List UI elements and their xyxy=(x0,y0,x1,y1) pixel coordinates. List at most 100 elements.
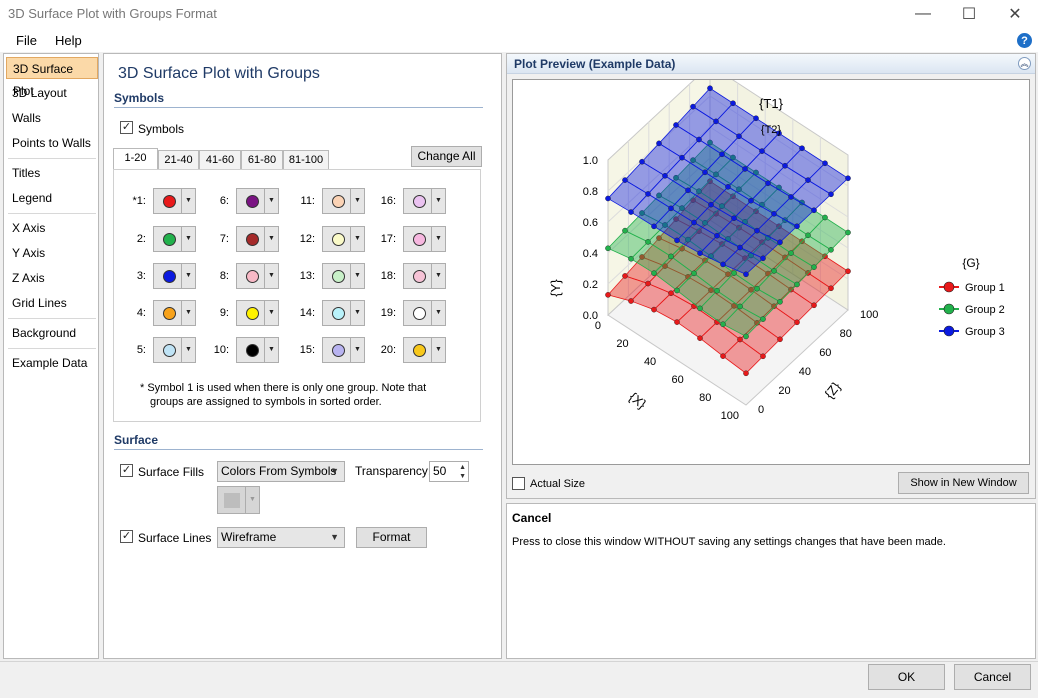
nav-divider xyxy=(8,318,96,319)
symbol-12-color-picker[interactable]: ▼ xyxy=(322,226,365,252)
symbol-11-color-picker[interactable]: ▼ xyxy=(322,188,365,214)
surface-point xyxy=(776,130,782,137)
cancel-button[interactable]: Cancel xyxy=(954,664,1031,690)
surface-lines-checkbox[interactable]: ✓ xyxy=(120,530,133,543)
page-title: 3D Surface Plot with Groups xyxy=(118,65,320,82)
surface-fills-label: Surface Fills xyxy=(138,465,205,479)
surface-point xyxy=(719,241,725,247)
symbol-18-color-picker[interactable]: ▼ xyxy=(403,263,446,289)
surface-point xyxy=(708,287,714,293)
settings-panel: 3D Surface Plot with Groups Symbols ✓ Sy… xyxy=(103,53,502,659)
nav-item-x-axis[interactable]: X Axis xyxy=(12,221,46,235)
surface-point xyxy=(674,237,680,244)
surface-point xyxy=(673,174,679,181)
actual-size-label: Actual Size xyxy=(530,478,586,490)
collapse-icon[interactable]: ︽ xyxy=(1018,57,1031,70)
show-in-new-window-button[interactable]: Show in New Window xyxy=(898,472,1029,494)
tab-81-100[interactable]: 81-100 xyxy=(283,150,329,170)
chevron-down-icon: ▼ xyxy=(330,532,339,542)
surface-point xyxy=(754,227,760,234)
symbols-section-header: Symbols xyxy=(114,91,483,108)
nav-item-points-to-walls[interactable]: Points to Walls xyxy=(12,136,91,150)
ok-button[interactable]: OK xyxy=(868,664,945,690)
surface-point xyxy=(673,216,679,222)
help-icon[interactable]: ? xyxy=(1017,33,1032,48)
symbol-19-color-picker[interactable]: ▼ xyxy=(403,300,446,326)
surface-point xyxy=(805,232,811,239)
surface-point xyxy=(742,166,748,172)
nav-item-3d-surface-plot[interactable]: 3D Surface Plot xyxy=(6,57,98,98)
close-button[interactable]: ✕ xyxy=(1008,6,1022,23)
surface-point xyxy=(696,188,702,195)
tab-21-40[interactable]: 21-40 xyxy=(158,150,199,170)
tab-61-80[interactable]: 61-80 xyxy=(241,150,283,170)
symbol-4-color-picker[interactable]: ▼ xyxy=(153,300,196,326)
surface-point xyxy=(679,205,685,211)
symbol-color-dot xyxy=(246,270,259,283)
nav-item-walls[interactable]: Walls xyxy=(12,111,41,125)
menu-file[interactable]: File xyxy=(16,33,37,48)
surface-point xyxy=(759,239,765,246)
wall-gridline xyxy=(607,188,849,285)
nav-item-background[interactable]: Background xyxy=(12,326,77,340)
symbol-5-color-picker[interactable]: ▼ xyxy=(153,337,196,363)
x-tick-label: 60 xyxy=(672,374,684,386)
symbol-3-color-picker[interactable]: ▼ xyxy=(153,263,196,289)
nav-item-legend[interactable]: Legend xyxy=(12,191,53,205)
surface-fills-select[interactable]: Colors From Symbols ▼ xyxy=(217,461,345,482)
menu-help[interactable]: Help xyxy=(55,33,82,48)
minimize-button[interactable]: — xyxy=(915,5,931,22)
chevron-down-icon: ▼ xyxy=(330,466,339,476)
nav-item-z-axis[interactable]: Z Axis xyxy=(12,271,45,285)
symbols-checkbox[interactable]: ✓ xyxy=(120,121,133,134)
surface-fills-checkbox[interactable]: ✓ xyxy=(120,464,133,477)
wall-gridline xyxy=(607,157,849,254)
nav-item-titles[interactable]: Titles xyxy=(12,166,41,180)
surface-point xyxy=(736,186,742,193)
surface-fill-color-picker[interactable]: ▼ xyxy=(217,486,260,514)
surface-point xyxy=(696,136,702,143)
z-axis-label: {Z} xyxy=(821,379,843,402)
symbol-color-dot xyxy=(246,233,259,246)
surface-point xyxy=(737,303,743,310)
symbol-1-label: *1: xyxy=(132,195,146,207)
x-tick-label: 40 xyxy=(644,356,656,368)
symbol-2-color-picker[interactable]: ▼ xyxy=(153,226,196,252)
symbol-16-color-picker[interactable]: ▼ xyxy=(403,188,446,214)
format-button[interactable]: Format xyxy=(356,527,427,548)
nav-item-grid-lines[interactable]: Grid Lines xyxy=(12,296,67,310)
actual-size-checkbox[interactable] xyxy=(512,477,525,490)
symbol-6-color-picker[interactable]: ▼ xyxy=(236,188,279,214)
symbol-1-color-picker[interactable]: ▼ xyxy=(153,188,196,214)
maximize-button[interactable]: ☐ xyxy=(961,6,977,23)
surface-point xyxy=(794,223,800,230)
symbol-9-color-picker[interactable]: ▼ xyxy=(236,300,279,326)
chevron-down-icon: ▼ xyxy=(431,301,445,325)
surface-lines-select[interactable]: Wireframe ▼ xyxy=(217,527,345,548)
surface-point xyxy=(720,261,726,268)
symbol-14-color-picker[interactable]: ▼ xyxy=(322,300,365,326)
transparency-stepper[interactable]: 50 ▲ ▼ xyxy=(429,461,469,482)
tab-41-60[interactable]: 41-60 xyxy=(199,150,241,170)
surface-point xyxy=(713,171,719,178)
symbol-8-color-picker[interactable]: ▼ xyxy=(236,263,279,289)
symbol-2-label: 2: xyxy=(136,233,146,245)
symbol-10-color-picker[interactable]: ▼ xyxy=(236,337,279,363)
z-tick-label: 80 xyxy=(840,328,852,340)
symbol-17-color-picker[interactable]: ▼ xyxy=(403,226,446,252)
surface-point xyxy=(828,191,834,198)
symbol-7-color-picker[interactable]: ▼ xyxy=(236,226,279,252)
nav-item-y-axis[interactable]: Y Axis xyxy=(12,246,46,260)
nav-item-example-data[interactable]: Example Data xyxy=(12,356,88,370)
nav-item-3d-layout[interactable]: 3D Layout xyxy=(12,86,67,100)
stepper-arrows-icon[interactable]: ▲ ▼ xyxy=(459,464,466,480)
surface-point xyxy=(707,85,713,92)
symbol-13-color-picker[interactable]: ▼ xyxy=(322,263,365,289)
change-all-button[interactable]: Change All xyxy=(411,146,482,167)
tab-1-20[interactable]: 1-20 xyxy=(113,148,158,170)
symbol-20-label: 20: xyxy=(380,344,396,356)
surface-point xyxy=(651,223,657,230)
symbol-20-color-picker[interactable]: ▼ xyxy=(403,337,446,363)
surface-point xyxy=(730,193,736,200)
symbol-15-color-picker[interactable]: ▼ xyxy=(322,337,365,363)
